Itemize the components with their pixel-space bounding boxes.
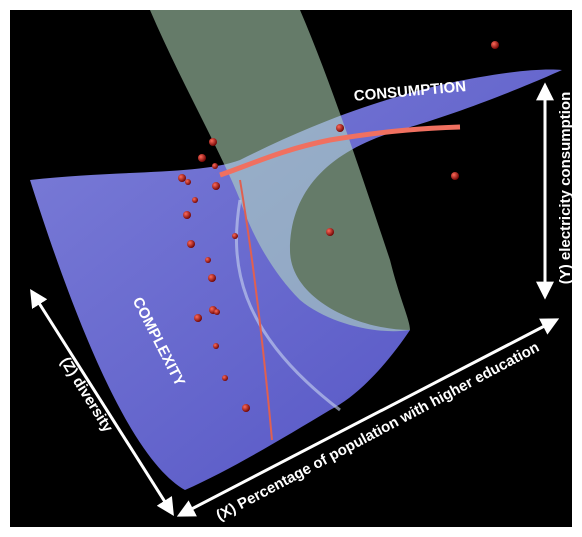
trajectory-line bbox=[219, 124, 461, 178]
z-axis-arrow bbox=[30, 288, 174, 517]
complexity-sheet bbox=[150, 10, 410, 332]
x-axis-arrow bbox=[176, 318, 560, 517]
axis-label: (Y) electricity consumption bbox=[557, 92, 574, 285]
